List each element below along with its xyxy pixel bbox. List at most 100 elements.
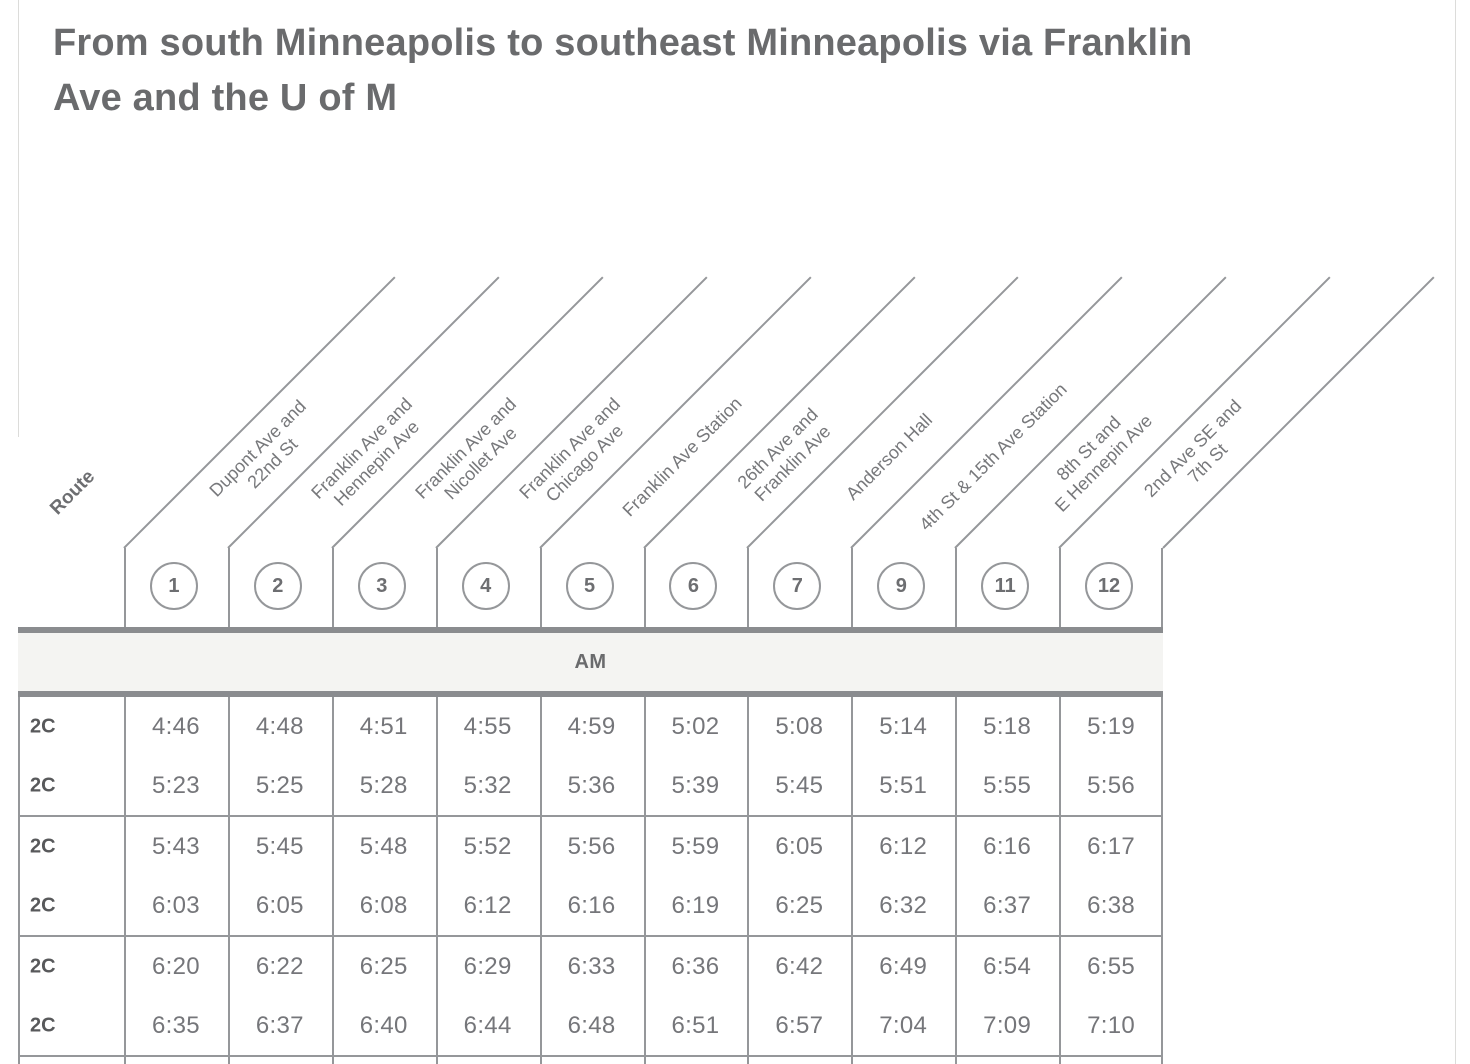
period-label: AM — [574, 650, 607, 673]
time-cell: 6:25 — [775, 891, 824, 919]
time-cell: 6:05 — [255, 891, 304, 919]
left-page-divider — [18, 0, 19, 437]
time-cell: 6:48 — [567, 1011, 616, 1039]
time-cell: 5:48 — [359, 832, 408, 860]
time-cell: 6:22 — [255, 952, 304, 980]
time-cell: 6:29 — [463, 952, 512, 980]
period-divider-bar — [18, 691, 1163, 697]
time-cell: 5:59 — [671, 832, 720, 860]
time-cell: 6:05 — [775, 832, 824, 860]
stop-number-badge: 3 — [357, 562, 406, 610]
time-cell: 4:48 — [255, 712, 304, 740]
stop-number-badge: 5 — [565, 562, 614, 610]
time-cell: 5:32 — [463, 771, 512, 799]
time-cell: 6:19 — [671, 891, 720, 919]
stop-diagonal-line — [227, 276, 500, 549]
time-cell: 5:56 — [567, 832, 616, 860]
stop-diagonal-line — [954, 276, 1227, 549]
time-cell: 7:10 — [1087, 1011, 1136, 1039]
grid-vline — [747, 697, 750, 1064]
time-cell: 6:51 — [671, 1011, 720, 1039]
grid-vline — [18, 697, 20, 1064]
header-divider-bar — [18, 627, 1163, 633]
stop-column-line — [124, 548, 126, 627]
grid-hline — [18, 815, 1163, 817]
stop-diagonal-line — [1162, 276, 1435, 549]
stop-number-badge: 2 — [253, 562, 302, 610]
stop-name-line: 7th St — [1183, 439, 1232, 487]
stop-diagonal-line — [850, 276, 1123, 549]
stop-diagonal-line — [746, 276, 1019, 549]
time-cell: 6:16 — [983, 832, 1032, 860]
time-cell: 5:36 — [567, 771, 616, 799]
stop-column-line — [1059, 548, 1062, 627]
time-cell: 5:39 — [671, 771, 720, 799]
time-cell: 6:54 — [983, 952, 1032, 980]
stop-number-badge: 4 — [461, 562, 510, 610]
grid-vline — [539, 697, 542, 1064]
stop-number-badge: 6 — [669, 562, 718, 610]
stop-column-line — [539, 548, 542, 627]
timetable-body: 2C 4:46 4:48 4:51 4:55 4:59 5:02 5:08 5:14 5:18 5:… — [18, 697, 1163, 1064]
time-cell: 5:28 — [359, 771, 408, 799]
stop-number-badge: 12 — [1085, 562, 1134, 610]
grid-vline — [1161, 697, 1163, 1064]
page-title-line-2: Ave and the U of M — [53, 77, 398, 119]
stop-diagonal-line — [538, 276, 812, 549]
time-cell: 6:57 — [775, 1011, 824, 1039]
grid-vline — [955, 697, 958, 1064]
time-cell: 5:52 — [463, 832, 512, 860]
page-title: From south Minneapolis to southeast Minn… — [53, 16, 1393, 126]
stop-diagonal-line — [642, 276, 916, 549]
stop-column-line — [747, 548, 750, 627]
grid-vline — [331, 697, 334, 1064]
time-cell: 5:45 — [775, 771, 824, 799]
grid-vline — [851, 697, 854, 1064]
stop-column-line — [643, 548, 646, 627]
time-cell: 7:04 — [879, 1011, 928, 1039]
stop-column-line — [955, 548, 958, 627]
time-cell: 5:23 — [151, 771, 200, 799]
stop-number-badge: 7 — [773, 562, 822, 610]
time-cell: 5:56 — [1087, 771, 1136, 799]
time-cell: 4:59 — [567, 712, 616, 740]
time-cell: 6:37 — [255, 1011, 304, 1039]
time-cell: 5:43 — [151, 832, 200, 860]
time-cell: 6:17 — [1087, 832, 1136, 860]
time-cell: 6:12 — [879, 832, 928, 860]
time-cell: 5:02 — [671, 712, 720, 740]
time-cell: 6:40 — [359, 1011, 408, 1039]
grid-hline — [18, 935, 1163, 937]
grid-vline — [643, 697, 646, 1064]
stop-number-badge: 1 — [149, 562, 198, 610]
stop-number-badge: 9 — [877, 562, 926, 610]
page-title-line-1: From south Minneapolis to southeast Minn… — [53, 22, 1193, 64]
time-cell: 5:51 — [879, 771, 928, 799]
stop-diagonal-line — [1058, 276, 1331, 549]
stop-number-badge: 11 — [981, 562, 1030, 610]
stop-column-line — [227, 548, 230, 627]
grid-vline — [1059, 697, 1062, 1064]
time-cell: 6:38 — [1087, 891, 1136, 919]
route-column-header: Route — [46, 466, 100, 520]
grid-vline — [227, 697, 230, 1064]
time-cell: 6:37 — [983, 891, 1032, 919]
route-cell: 2C — [30, 894, 56, 916]
time-cell: 6:20 — [151, 952, 200, 980]
grid-vline — [124, 697, 126, 1064]
time-cell: 6:42 — [775, 952, 824, 980]
time-cell: 6:49 — [879, 952, 928, 980]
time-cell: 6:32 — [879, 891, 928, 919]
stop-column-line — [435, 548, 438, 627]
time-cell: 6:08 — [359, 891, 408, 919]
time-cell: 6:35 — [151, 1011, 200, 1039]
right-page-divider — [1455, 0, 1456, 1064]
time-cell: 6:36 — [671, 952, 720, 980]
stop-column-line — [1161, 548, 1163, 627]
time-cell: 5:55 — [983, 771, 1032, 799]
time-cell: 7:09 — [983, 1011, 1032, 1039]
time-cell: 6:12 — [463, 891, 512, 919]
route-cell: 2C — [30, 835, 56, 857]
time-cell: 5:14 — [879, 712, 928, 740]
